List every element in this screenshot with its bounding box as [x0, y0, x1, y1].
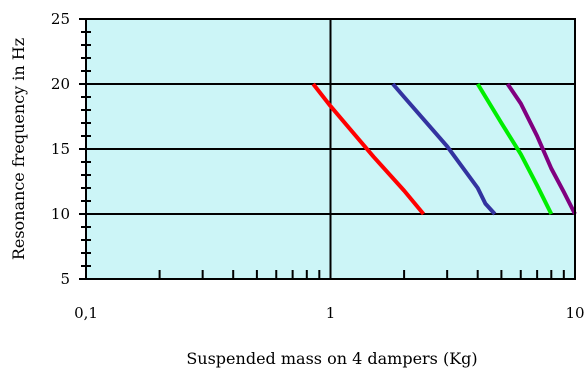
- y-tick-label: 25: [51, 10, 70, 28]
- series-line-3: [475, 82, 554, 215]
- series-group: [311, 82, 577, 216]
- y-axis-label: Resonance frequency in Hz: [9, 38, 28, 260]
- plot-frame: [85, 18, 576, 280]
- series-line-2: [391, 82, 497, 216]
- x-axis-label: Suspended mass on 4 dampers (Kg): [186, 349, 477, 368]
- series-line-1: [311, 82, 426, 216]
- y-tick-label: 15: [51, 140, 70, 158]
- series-line-4: [505, 82, 577, 215]
- y-tick-label: 5: [60, 270, 70, 288]
- y-tick-label: 20: [51, 75, 70, 93]
- x-tick-label: 1: [326, 304, 336, 322]
- x-tick-labels: 0,1 1 10: [74, 304, 584, 322]
- y-tick-label: 10: [51, 205, 70, 223]
- x-tick-label: 10: [565, 304, 584, 322]
- y-tick-labels: 5 10 15 20 25: [51, 10, 70, 288]
- x-tick-label: 0,1: [74, 304, 98, 322]
